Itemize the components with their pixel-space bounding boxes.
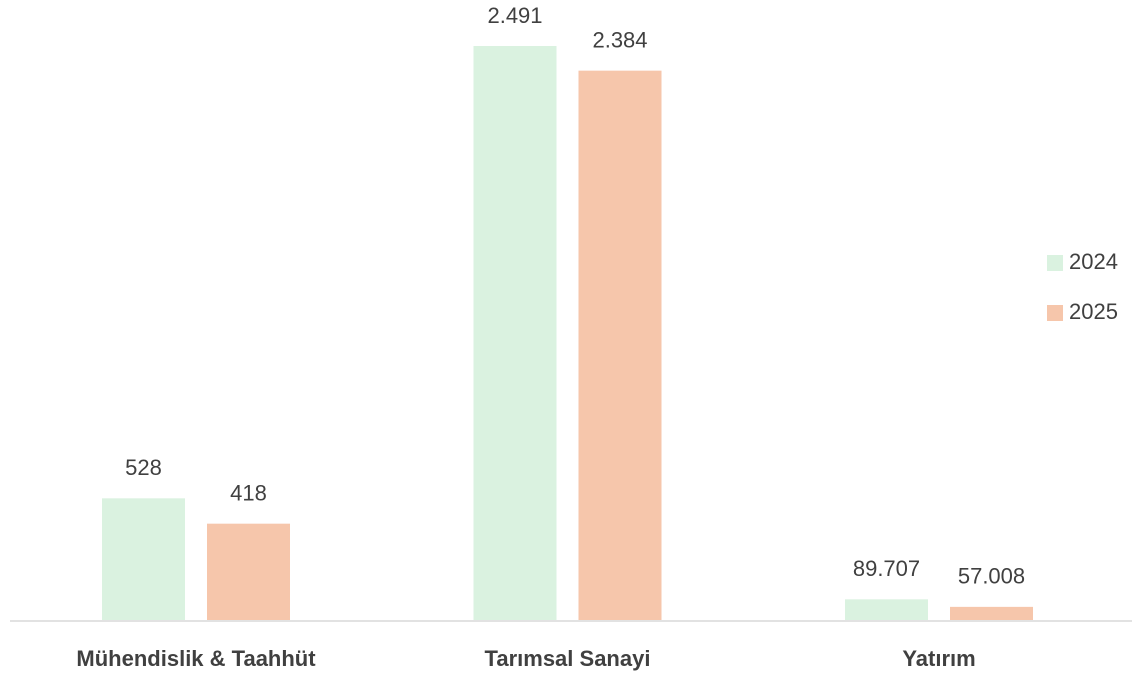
- legend-swatch: [1047, 305, 1063, 321]
- data-label: 2.491: [487, 3, 542, 28]
- legend-label: 2025: [1069, 299, 1118, 324]
- bar: [845, 599, 928, 620]
- legend-swatch: [1047, 255, 1063, 271]
- bar: [578, 70, 662, 621]
- x-tick-label: Tarımsal Sanayi: [485, 646, 651, 671]
- bar: [207, 523, 290, 620]
- data-label: 528: [125, 455, 162, 480]
- data-label: 418: [230, 480, 267, 505]
- legend-label: 2024: [1069, 249, 1118, 274]
- data-label: 57.008: [958, 564, 1025, 589]
- data-label: 89.707: [853, 556, 920, 581]
- x-tick-label: Mühendislik & Taahhüt: [76, 646, 316, 671]
- data-label: 2.384: [592, 27, 647, 52]
- x-tick-label: Yatırım: [902, 646, 975, 671]
- bar: [473, 46, 557, 620]
- bar: [950, 606, 1033, 620]
- bar: [102, 498, 185, 620]
